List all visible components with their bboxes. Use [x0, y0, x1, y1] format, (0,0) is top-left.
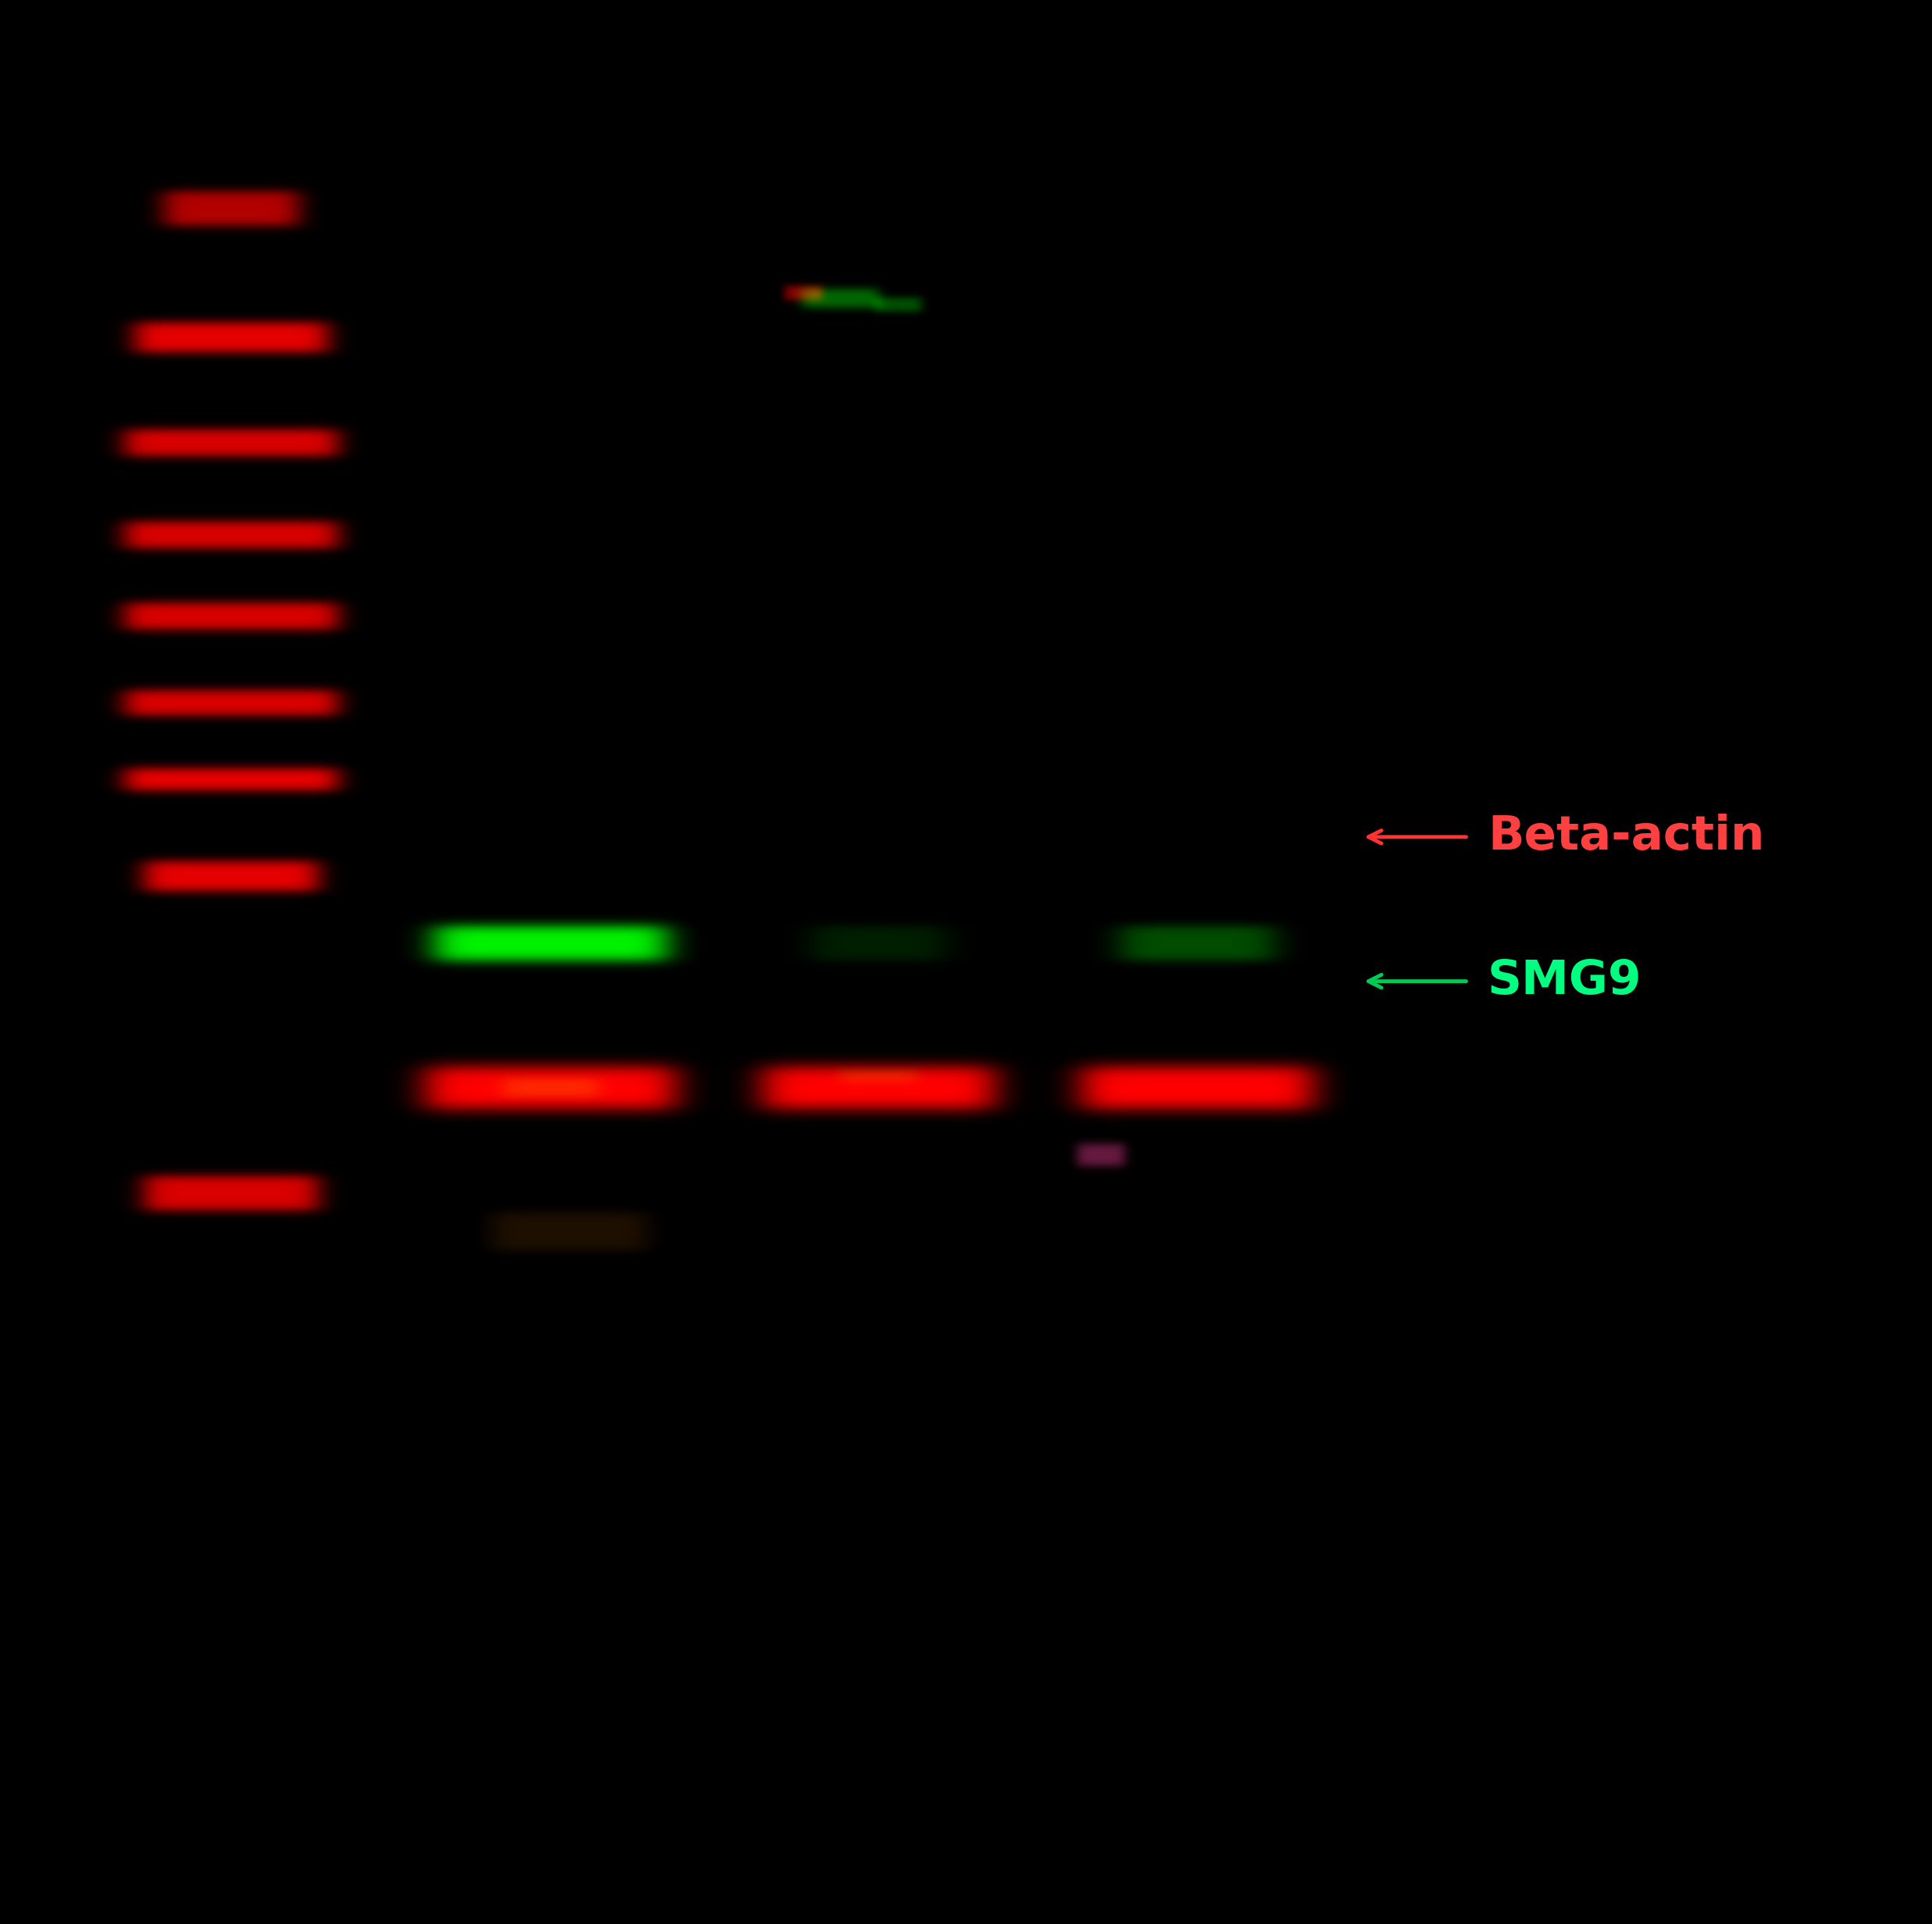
Polygon shape [1410, 0, 1932, 539]
Polygon shape [1410, 1385, 1932, 1924]
Polygon shape [0, 0, 126, 269]
Text: SMG9: SMG9 [1488, 958, 1642, 1004]
Polygon shape [0, 1693, 126, 1924]
Text: Beta-actin: Beta-actin [1488, 814, 1764, 860]
Polygon shape [126, 1809, 1391, 1924]
